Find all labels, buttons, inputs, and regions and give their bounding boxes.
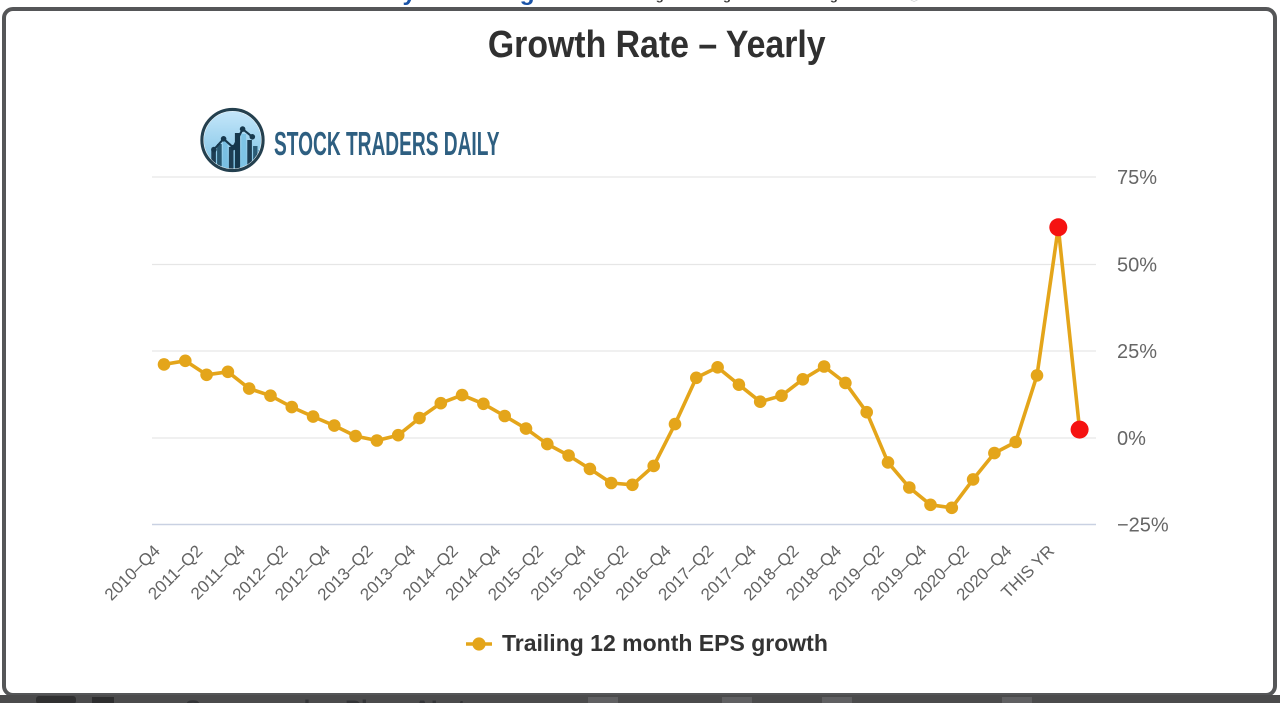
svg-text:−25%: −25%	[1117, 515, 1169, 537]
svg-text:25%: 25%	[1117, 341, 1157, 363]
svg-text:0%: 0%	[1117, 428, 1146, 450]
svg-text:50%: 50%	[1117, 255, 1157, 277]
svg-text:75%: 75%	[1117, 167, 1157, 189]
